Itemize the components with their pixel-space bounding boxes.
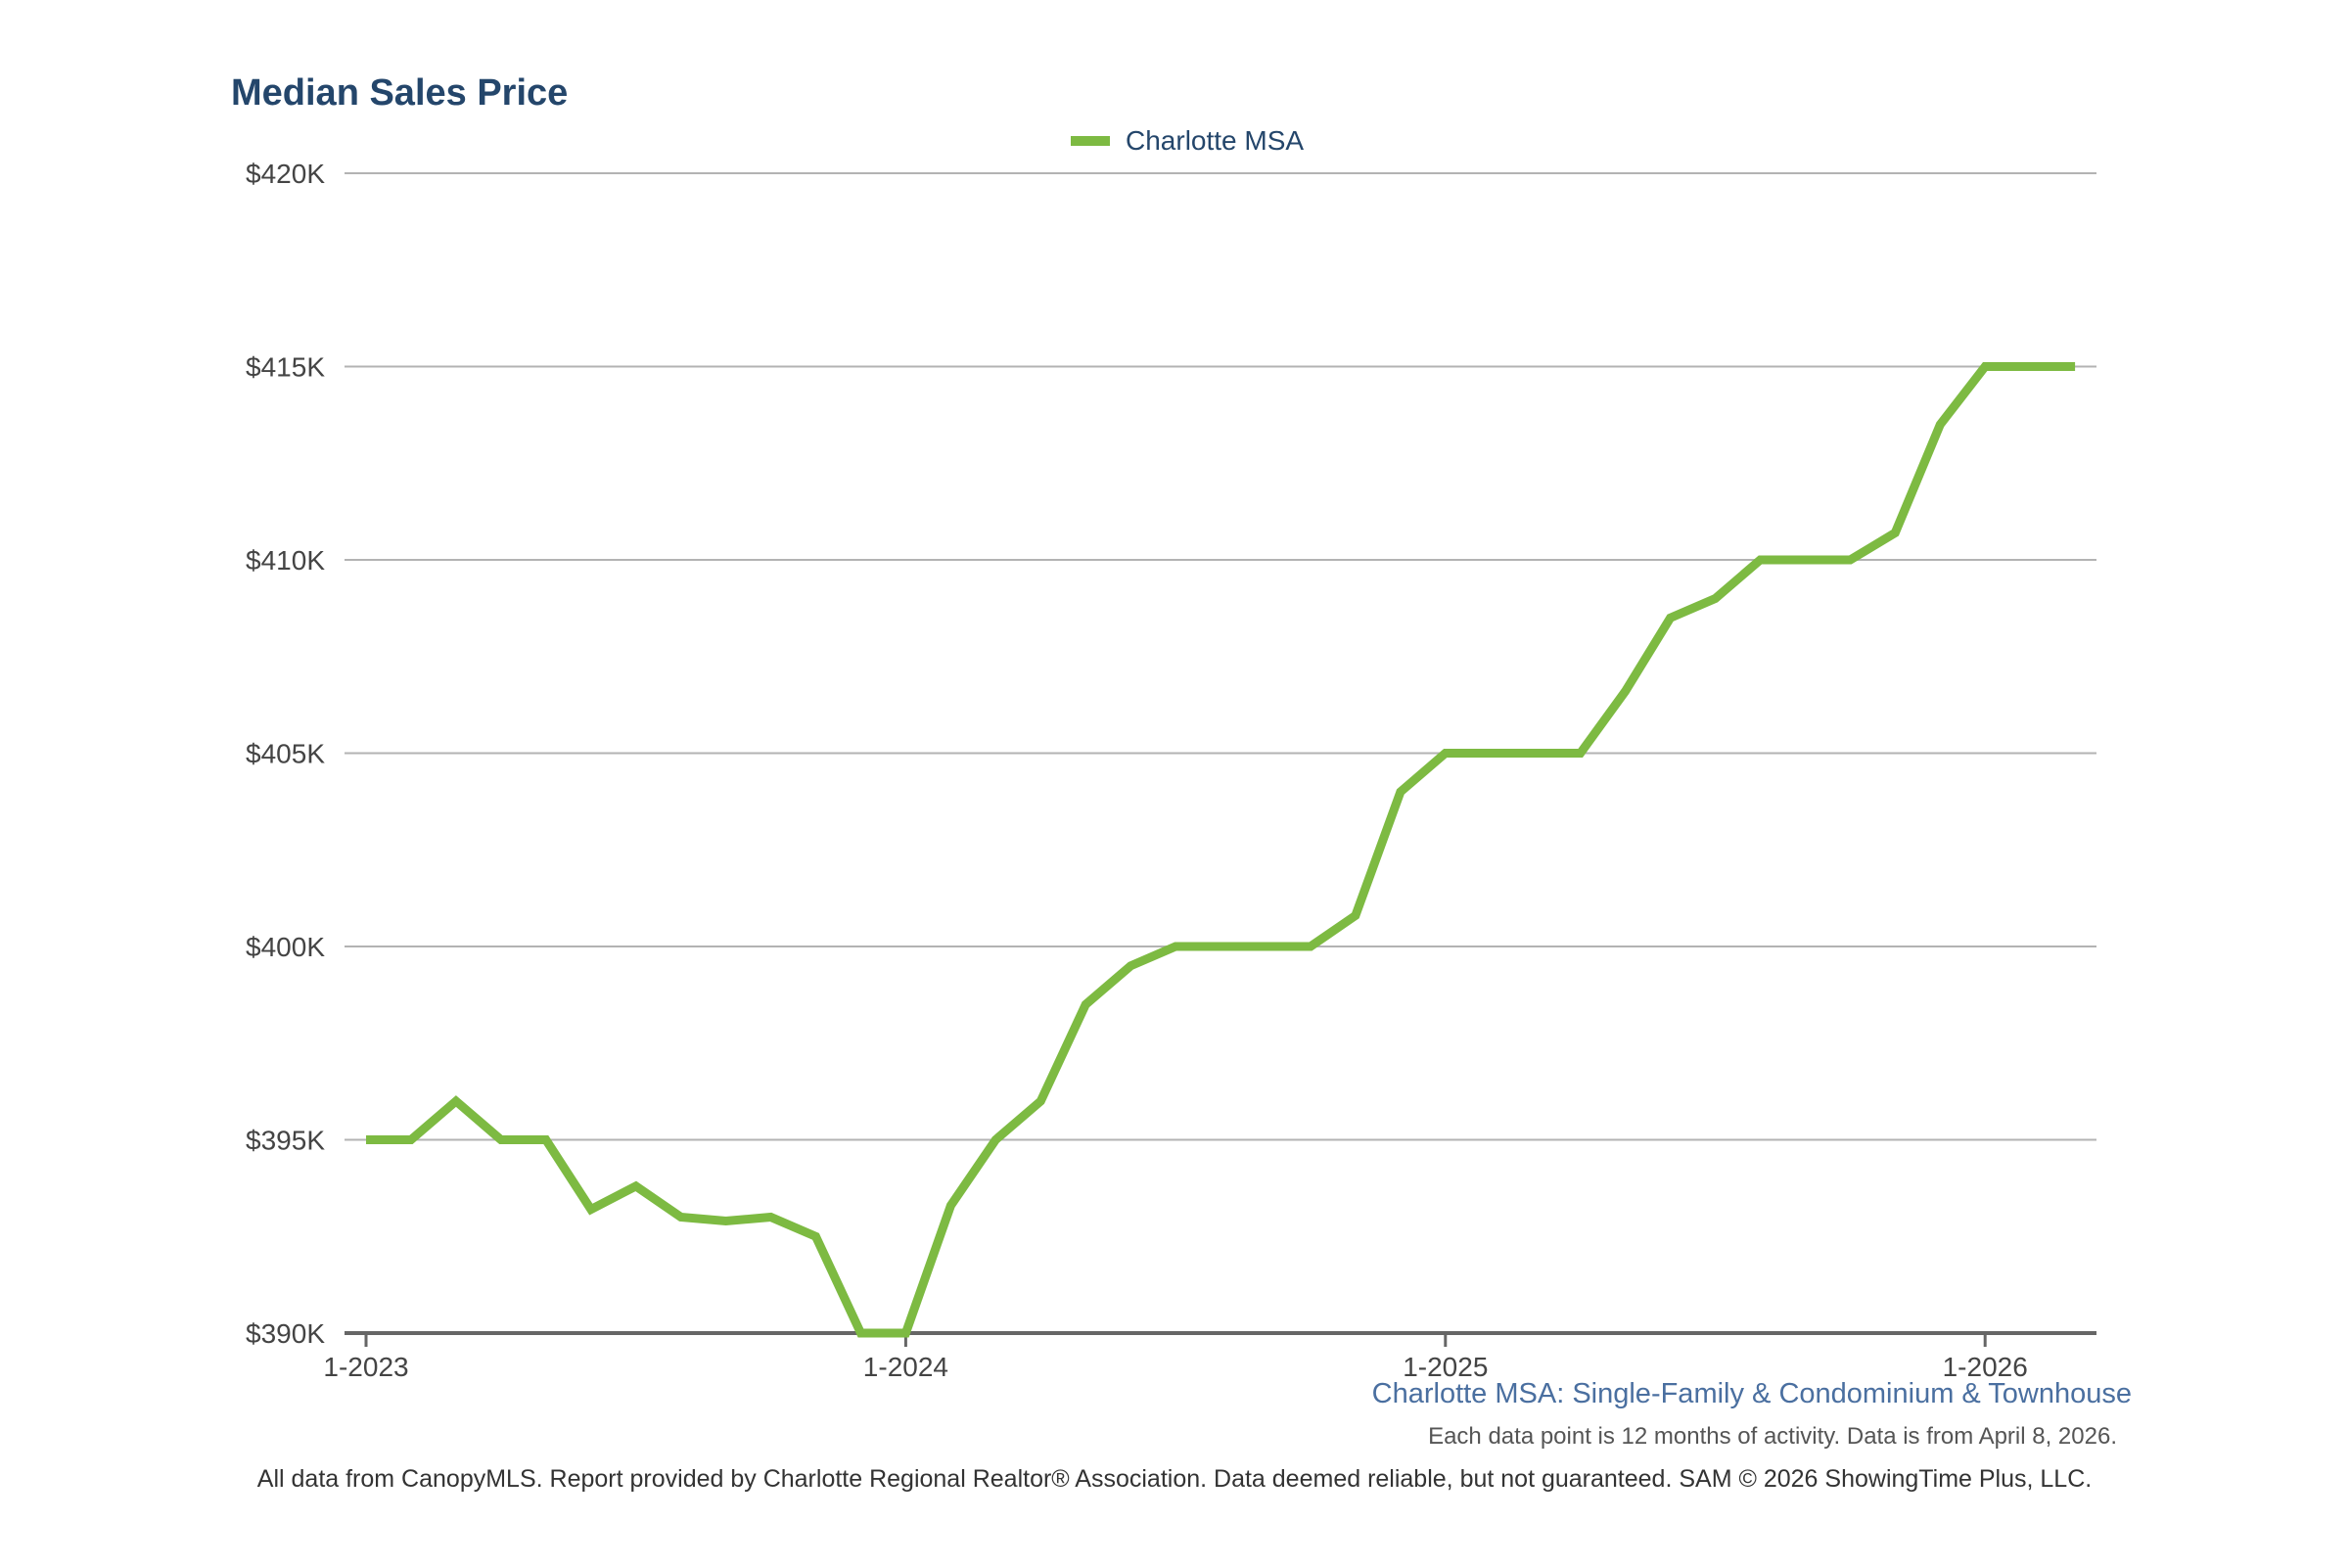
y-tick-label: $410K xyxy=(246,545,325,576)
y-tick-label: $390K xyxy=(246,1318,325,1349)
series-line-charlotte-msa xyxy=(366,362,2076,1338)
legend: Charlotte MSA xyxy=(1071,125,1304,157)
footer-disclaimer: All data from CanopyMLS. Report provided… xyxy=(256,1465,2093,1493)
y-tick-label: $400K xyxy=(246,932,325,962)
legend-label: Charlotte MSA xyxy=(1126,125,1305,156)
x-tick-label: 1-2025 xyxy=(1403,1352,1488,1382)
chart-title: Median Sales Price xyxy=(231,72,569,114)
y-tick-label: $405K xyxy=(246,739,325,769)
x-tick-label: 1-2026 xyxy=(1943,1352,2028,1382)
x-tick-label: 1-2023 xyxy=(323,1352,408,1382)
y-tick-label: $415K xyxy=(246,352,325,383)
x-tick-label: 1-2024 xyxy=(863,1352,948,1382)
chart-subtitle: Charlotte MSA: Single-Family & Condomini… xyxy=(1371,1378,2132,1409)
data-note: Each data point is 12 months of activity… xyxy=(1428,1423,2117,1450)
y-tick-label: $395K xyxy=(246,1126,325,1156)
legend-swatch xyxy=(1071,136,1110,146)
y-tick-label: $420K xyxy=(246,159,325,189)
